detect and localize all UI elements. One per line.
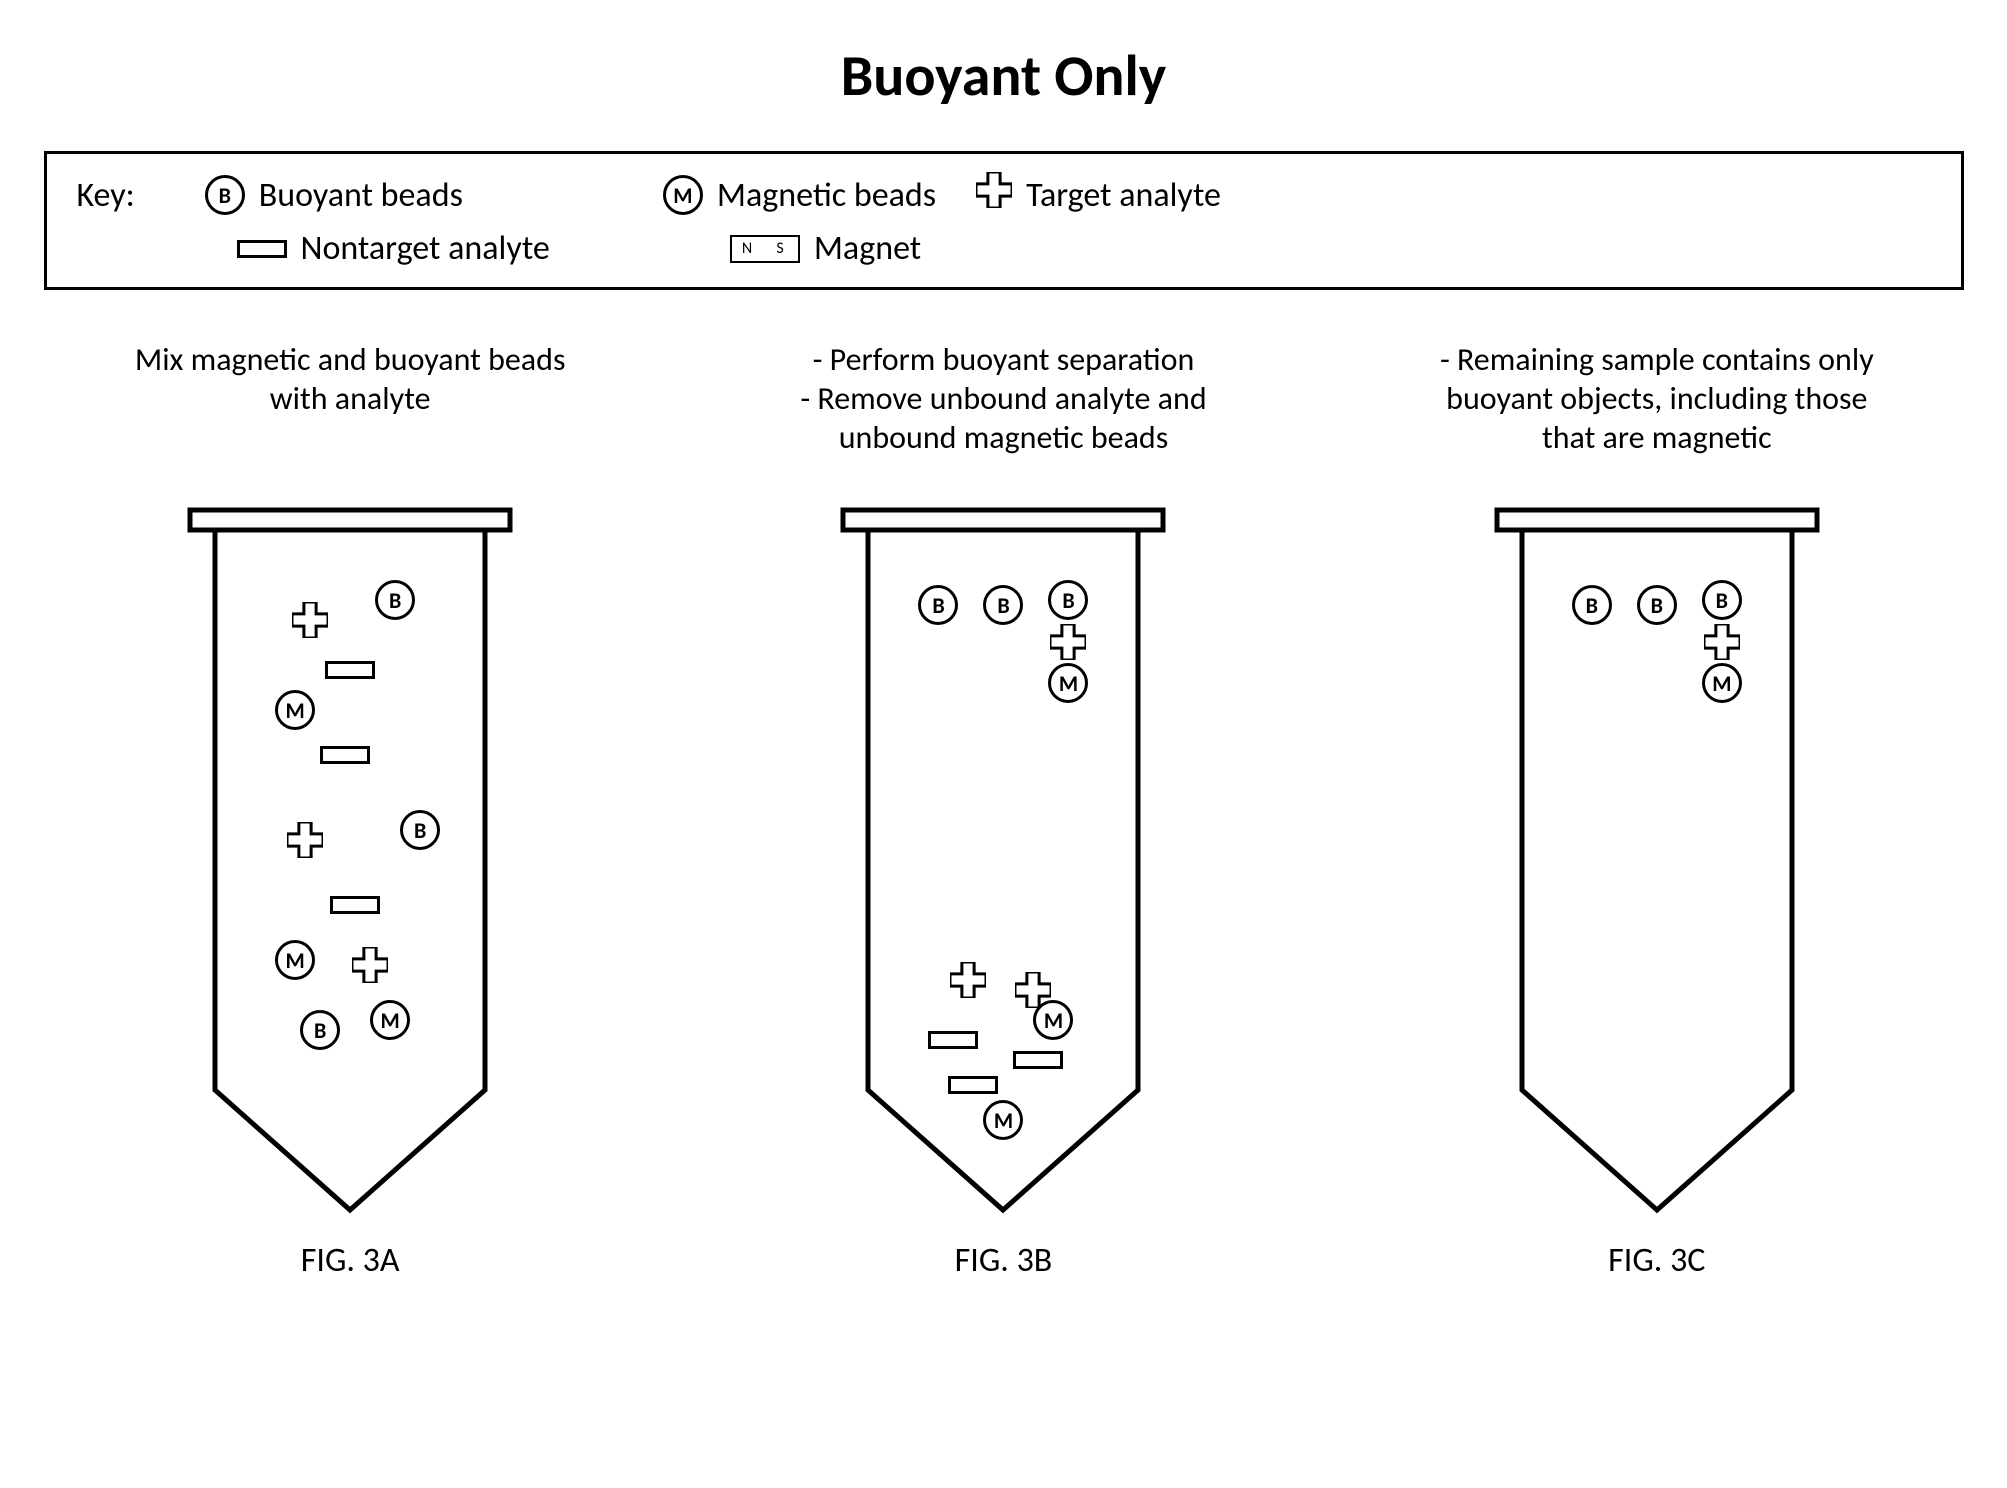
nontarget-analyte-icon [325, 661, 375, 679]
key-item-label: Magnet [814, 228, 921, 269]
figure-label: FIG. 3B [955, 1240, 1053, 1281]
key-item-buoyant: B Buoyant beads [205, 175, 463, 216]
target-analyte-icon [976, 172, 1012, 218]
panel-0: Mix magnetic and buoyant beads with anal… [44, 340, 657, 1281]
panel-2: - Remaining sample contains only buoyant… [1350, 340, 1963, 1281]
nontarget-analyte-icon [237, 240, 287, 258]
tube: BBB M [1497, 510, 1817, 1210]
nontarget-analyte-icon [1013, 1051, 1063, 1069]
panels-row: Mix magnetic and buoyant beads with anal… [44, 340, 1964, 1281]
tube: BM BM BM [190, 510, 510, 1210]
panel-1: - Perform buoyant separation - Remove un… [697, 340, 1310, 1281]
tube: BBB M MM [843, 510, 1163, 1210]
key-item-label: Magnetic beads [717, 175, 936, 216]
key-item-magnetic: M Magnetic beads [663, 175, 936, 216]
nontarget-analyte-icon [320, 746, 370, 764]
figure-label: FIG. 3A [301, 1240, 400, 1281]
magnetic-bead-icon: M [275, 940, 315, 980]
magnet-icon: NS [730, 235, 800, 263]
nontarget-analyte-icon [928, 1031, 978, 1049]
panel-caption: Mix magnetic and buoyant beads with anal… [110, 340, 590, 490]
buoyant-bead-icon: B [1637, 585, 1677, 625]
target-analyte-icon [352, 947, 388, 988]
buoyant-bead-icon: B [375, 580, 415, 620]
buoyant-bead-icon: B [1572, 585, 1612, 625]
target-analyte-icon [1050, 624, 1086, 665]
target-analyte-icon [287, 822, 323, 863]
nontarget-analyte-icon [948, 1076, 998, 1094]
legend-box: Key: B Buoyant beads M Magnetic beads Ta… [44, 151, 1964, 290]
key-item-magnet: NS Magnet [730, 228, 921, 269]
target-analyte-icon [292, 602, 328, 643]
nontarget-analyte-icon [330, 896, 380, 914]
panel-caption: - Perform buoyant separation - Remove un… [763, 340, 1243, 490]
magnetic-bead-icon: M [275, 690, 315, 730]
buoyant-bead-icon: B [205, 175, 245, 215]
key-item-label: Nontarget analyte [301, 228, 550, 269]
key-item-label: Buoyant beads [259, 175, 463, 216]
key-item-target: Target analyte [976, 172, 1221, 218]
magnetic-bead-icon: M [1702, 663, 1742, 703]
key-item-label: Target analyte [1026, 175, 1221, 216]
buoyant-bead-icon: B [400, 810, 440, 850]
target-analyte-icon [950, 962, 986, 1003]
buoyant-bead-icon: B [1702, 580, 1742, 620]
figure-label: FIG. 3C [1608, 1240, 1705, 1281]
magnetic-bead-icon: M [663, 175, 703, 215]
panel-caption: - Remaining sample contains only buoyant… [1417, 340, 1897, 490]
target-analyte-icon [1704, 624, 1740, 665]
key-item-nontarget: Nontarget analyte [237, 228, 550, 269]
magnetic-bead-icon: M [370, 1000, 410, 1040]
buoyant-bead-icon: B [300, 1010, 340, 1050]
page-title: Buoyant Only [44, 40, 1964, 111]
key-label: Key: [77, 175, 135, 216]
